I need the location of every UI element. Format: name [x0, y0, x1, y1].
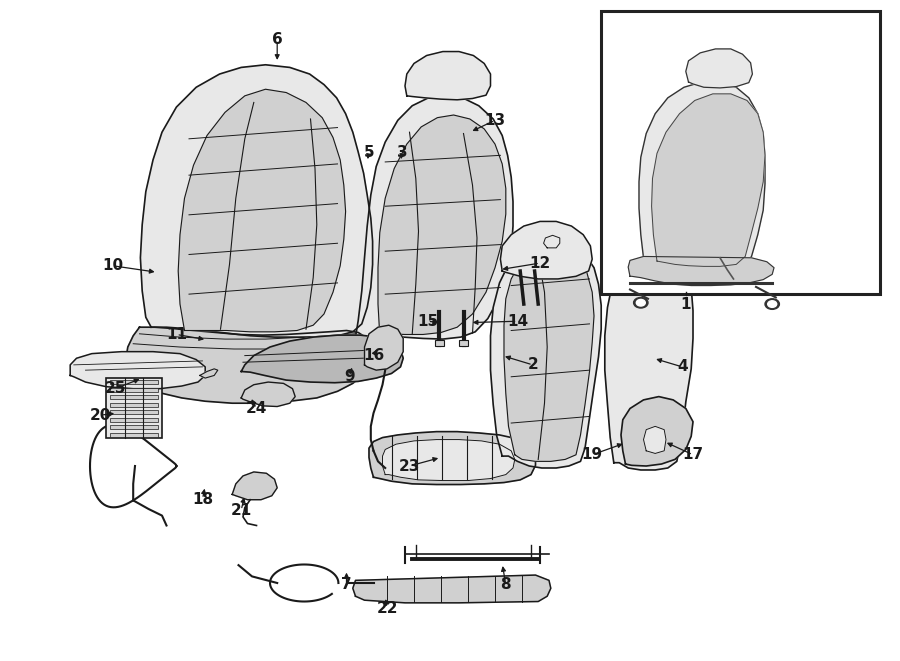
Bar: [110, 388, 158, 392]
Text: 2: 2: [527, 358, 538, 372]
Text: 5: 5: [364, 145, 374, 159]
Text: 21: 21: [230, 503, 252, 518]
Polygon shape: [232, 472, 277, 500]
Text: 25: 25: [104, 381, 126, 396]
Polygon shape: [126, 327, 373, 403]
Bar: [110, 381, 158, 385]
Text: 8: 8: [500, 578, 511, 592]
Text: 16: 16: [363, 348, 384, 363]
Bar: [106, 378, 162, 438]
Circle shape: [634, 297, 648, 308]
Polygon shape: [356, 95, 513, 339]
Polygon shape: [353, 575, 551, 603]
Polygon shape: [140, 65, 373, 337]
Text: 19: 19: [581, 447, 603, 462]
Polygon shape: [382, 440, 515, 481]
Text: 6: 6: [272, 32, 283, 47]
Polygon shape: [500, 221, 592, 279]
Text: 4: 4: [677, 360, 688, 374]
Polygon shape: [70, 352, 205, 389]
Polygon shape: [686, 49, 752, 88]
Text: 24: 24: [246, 401, 267, 416]
Polygon shape: [644, 426, 666, 453]
Polygon shape: [639, 82, 765, 268]
Text: 9: 9: [344, 369, 355, 384]
Polygon shape: [200, 369, 218, 378]
Circle shape: [768, 301, 777, 307]
Text: 10: 10: [102, 258, 123, 273]
Text: 11: 11: [166, 327, 187, 342]
Polygon shape: [369, 432, 536, 485]
Polygon shape: [241, 335, 403, 383]
Bar: [110, 395, 158, 399]
Text: 12: 12: [529, 256, 551, 270]
Text: 14: 14: [507, 314, 528, 329]
Bar: [435, 340, 444, 346]
Polygon shape: [405, 52, 490, 100]
Polygon shape: [652, 94, 765, 266]
Circle shape: [636, 299, 645, 306]
Bar: [459, 340, 468, 346]
Text: 18: 18: [192, 492, 213, 506]
Text: 1: 1: [680, 297, 691, 311]
Text: 3: 3: [397, 145, 408, 159]
Bar: [110, 403, 158, 407]
Text: 22: 22: [376, 601, 398, 615]
Bar: [110, 418, 158, 422]
Polygon shape: [364, 325, 403, 370]
Polygon shape: [241, 382, 295, 407]
Bar: [110, 432, 158, 436]
Text: 13: 13: [484, 113, 506, 128]
Bar: [110, 425, 158, 429]
Bar: [601, 11, 880, 294]
Text: 20: 20: [90, 408, 112, 422]
Polygon shape: [378, 115, 506, 336]
Polygon shape: [504, 250, 594, 461]
Polygon shape: [628, 256, 774, 286]
Polygon shape: [621, 397, 693, 466]
Polygon shape: [643, 243, 659, 256]
Polygon shape: [605, 253, 693, 470]
Bar: [110, 410, 158, 414]
Text: 17: 17: [682, 447, 704, 462]
Polygon shape: [544, 235, 560, 248]
Circle shape: [765, 299, 779, 309]
Polygon shape: [178, 89, 346, 332]
Text: 15: 15: [417, 314, 438, 329]
Text: 23: 23: [399, 459, 420, 473]
Text: 7: 7: [341, 578, 352, 592]
Polygon shape: [491, 243, 601, 468]
